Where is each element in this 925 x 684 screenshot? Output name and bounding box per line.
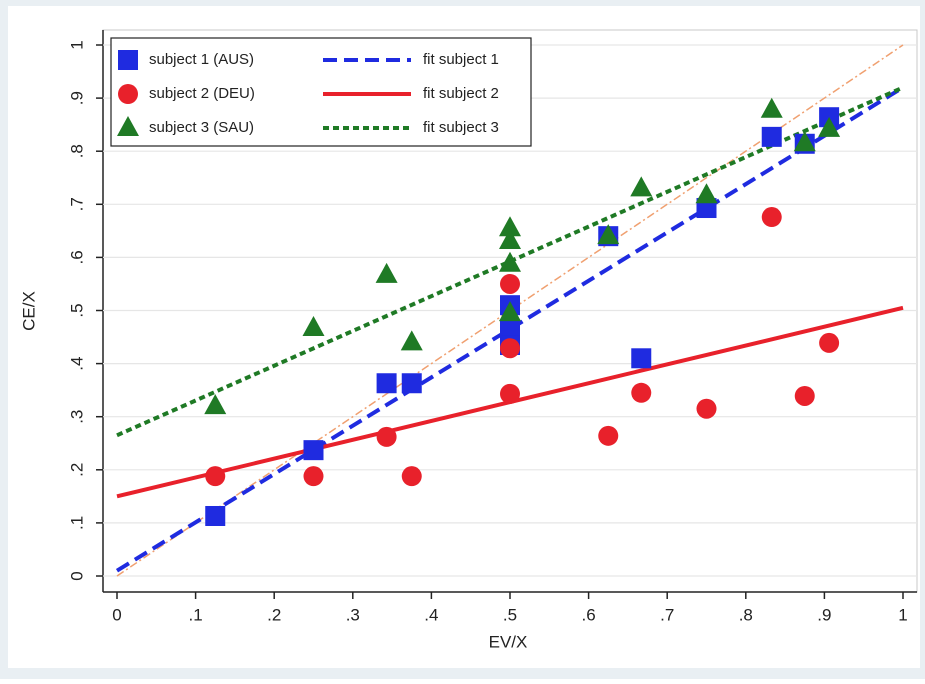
x-tick-label: .8 xyxy=(739,605,753,624)
fit-line xyxy=(115,85,905,573)
triangle-marker xyxy=(204,394,227,415)
y-tick-label: .5 xyxy=(67,303,86,317)
circle-marker xyxy=(500,338,520,359)
circle-marker xyxy=(401,466,422,487)
legend-label: subject 1 (AUS) xyxy=(149,51,254,68)
triangle-marker xyxy=(499,228,521,249)
y-tick-label: .2 xyxy=(67,463,86,477)
x-tick-label: 0 xyxy=(112,605,121,624)
triangle-marker xyxy=(499,251,521,272)
x-tick-label: .9 xyxy=(817,605,831,624)
triangle-marker xyxy=(400,330,423,351)
square-marker xyxy=(401,373,422,394)
square-marker xyxy=(205,505,226,526)
circle-marker xyxy=(205,466,226,487)
square-marker xyxy=(303,440,324,461)
x-tick-label: .2 xyxy=(267,605,281,624)
legend-label: fit subject 1 xyxy=(423,51,499,68)
y-tick-label: .4 xyxy=(67,357,86,371)
x-tick-label: .5 xyxy=(503,605,517,624)
legend-label: fit subject 2 xyxy=(423,85,499,102)
y-tick-label: .6 xyxy=(67,250,86,264)
x-tick-label: .7 xyxy=(660,605,674,624)
x-tick-label: .1 xyxy=(189,605,203,624)
circle-marker xyxy=(819,332,840,353)
circle-marker xyxy=(761,207,782,228)
legend-label: subject 3 (SAU) xyxy=(149,119,254,136)
triangle-marker xyxy=(597,224,620,245)
triangle-marker xyxy=(793,131,816,152)
triangle-marker xyxy=(760,97,783,118)
triangle-marker xyxy=(695,183,718,204)
circle-marker xyxy=(500,273,520,294)
circle-marker xyxy=(303,466,324,487)
triangle-marker xyxy=(302,316,325,337)
triangle-marker xyxy=(375,262,398,283)
y-tick-label: 1 xyxy=(67,40,86,49)
circle-marker xyxy=(631,382,652,403)
legend-label: fit subject 3 xyxy=(423,119,499,136)
x-tick-label: .4 xyxy=(424,605,438,624)
triangle-marker xyxy=(630,176,653,197)
legend-box xyxy=(110,37,532,147)
fit-line xyxy=(116,85,904,438)
triangle-marker xyxy=(499,301,521,322)
circle-marker xyxy=(500,383,520,404)
y-tick-label: 0 xyxy=(67,571,86,580)
y-tick-label: .9 xyxy=(67,91,86,105)
x-tick-label: 1 xyxy=(898,605,907,624)
x-axis-title: EV/X xyxy=(489,632,528,651)
circle-marker xyxy=(376,426,397,447)
triangle-marker xyxy=(818,116,841,137)
circle-marker xyxy=(118,84,138,104)
circle-marker xyxy=(598,425,619,446)
square-marker xyxy=(761,126,782,147)
circle-marker xyxy=(794,385,815,406)
x-tick-label: .6 xyxy=(582,605,596,624)
y-tick-label: .8 xyxy=(67,144,86,158)
y-tick-label: .1 xyxy=(67,516,86,530)
y-tick-label: .7 xyxy=(67,197,86,211)
circle-marker xyxy=(696,398,717,419)
y-axis-title: CE/X xyxy=(19,291,38,331)
square-marker xyxy=(118,50,138,70)
square-marker xyxy=(631,348,652,369)
triangle-marker xyxy=(499,216,521,237)
square-marker xyxy=(376,373,397,394)
legend-label: subject 2 (DEU) xyxy=(149,85,255,102)
x-tick-label: .3 xyxy=(346,605,360,624)
y-tick-label: .3 xyxy=(67,410,86,424)
triangle-marker xyxy=(117,116,139,136)
